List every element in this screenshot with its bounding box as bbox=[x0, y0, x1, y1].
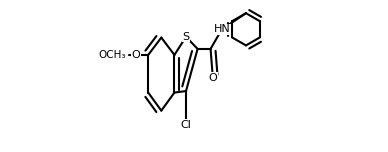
Text: OCH₃: OCH₃ bbox=[99, 50, 126, 60]
Text: Cl: Cl bbox=[180, 120, 191, 130]
Text: O: O bbox=[208, 73, 217, 83]
Text: HN: HN bbox=[213, 24, 230, 34]
Text: O: O bbox=[132, 50, 140, 60]
Text: S: S bbox=[182, 32, 190, 42]
